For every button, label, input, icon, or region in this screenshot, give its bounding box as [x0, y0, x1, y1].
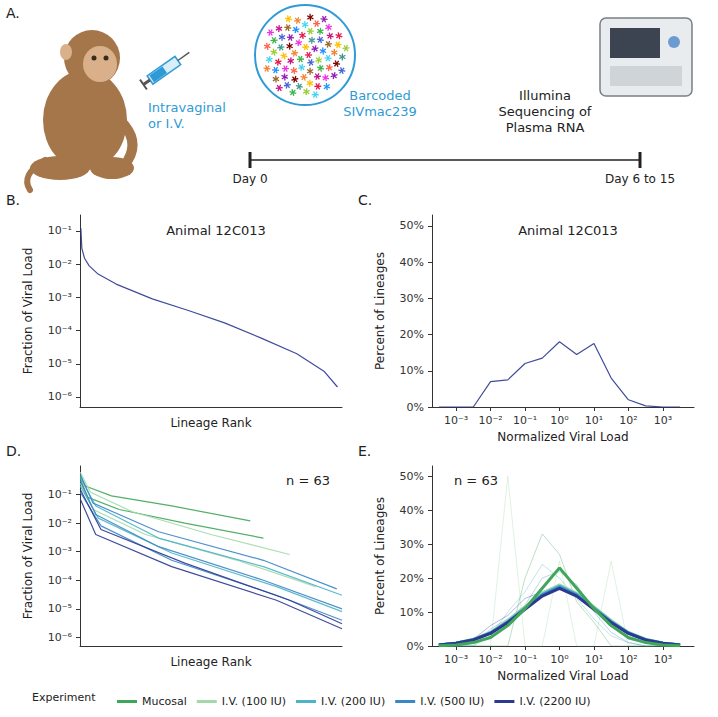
- svg-text:Plasma RNA: Plasma RNA: [506, 120, 585, 135]
- svg-text:Fraction of Viral Load: Fraction of Viral Load: [21, 248, 35, 375]
- svg-text:20%: 20%: [400, 328, 424, 341]
- svg-text:Percent of Lineages: Percent of Lineages: [373, 497, 387, 615]
- svg-text:B.: B.: [6, 192, 20, 208]
- svg-text:30%: 30%: [400, 538, 424, 551]
- svg-text:10³: 10³: [654, 414, 672, 427]
- svg-text:10⁻⁴: 10⁻⁴: [48, 574, 73, 587]
- svg-text:Intravaginal: Intravaginal: [148, 100, 226, 115]
- svg-text:I.V. (200 IU): I.V. (200 IU): [321, 695, 385, 708]
- svg-text:Sequencing of: Sequencing of: [499, 104, 592, 119]
- svg-text:Day 6 to 15: Day 6 to 15: [605, 172, 675, 186]
- svg-text:Barcoded: Barcoded: [349, 88, 411, 103]
- svg-text:50%: 50%: [400, 470, 424, 483]
- svg-text:50%: 50%: [400, 219, 424, 232]
- svg-text:Illumina: Illumina: [519, 88, 571, 103]
- svg-text:10⁻³: 10⁻³: [444, 653, 468, 666]
- svg-text:10⁻²: 10⁻²: [478, 653, 502, 666]
- svg-text:10⁻⁵: 10⁻⁵: [48, 602, 72, 615]
- svg-text:n = 63: n = 63: [286, 473, 330, 488]
- svg-text:10⁻²: 10⁻²: [478, 414, 502, 427]
- svg-text:10⁻¹: 10⁻¹: [48, 488, 72, 501]
- svg-text:or I.V.: or I.V.: [148, 116, 185, 131]
- svg-text:10⁻⁶: 10⁻⁶: [48, 390, 73, 403]
- svg-text:Lineage Rank: Lineage Rank: [170, 655, 251, 669]
- svg-text:Normalized Viral Load: Normalized Viral Load: [497, 669, 628, 683]
- svg-text:Mucosal: Mucosal: [142, 695, 187, 708]
- svg-text:Day 0: Day 0: [232, 172, 267, 186]
- svg-text:10⁻¹: 10⁻¹: [513, 653, 537, 666]
- svg-text:10⁻¹: 10⁻¹: [513, 414, 537, 427]
- svg-text:I.V. (500 IU): I.V. (500 IU): [420, 695, 484, 708]
- svg-text:10⁰: 10⁰: [550, 414, 569, 427]
- svg-text:0%: 0%: [407, 401, 424, 414]
- svg-text:Normalized Viral Load: Normalized Viral Load: [497, 430, 628, 444]
- svg-text:Animal 12C013: Animal 12C013: [518, 223, 618, 238]
- svg-text:10⁻⁴: 10⁻⁴: [48, 324, 73, 337]
- svg-text:10⁻⁶: 10⁻⁶: [48, 631, 73, 644]
- svg-text:10%: 10%: [400, 364, 424, 377]
- svg-text:40%: 40%: [400, 256, 424, 269]
- svg-text:A.: A.: [6, 5, 20, 21]
- svg-text:Fraction of Viral Load: Fraction of Viral Load: [21, 493, 35, 620]
- svg-text:10⁻⁵: 10⁻⁵: [48, 357, 72, 370]
- svg-text:SIVmac239: SIVmac239: [343, 104, 417, 119]
- svg-text:10⁰: 10⁰: [550, 653, 569, 666]
- svg-text:10⁻¹: 10⁻¹: [48, 224, 72, 237]
- svg-text:30%: 30%: [400, 292, 424, 305]
- svg-text:10⁻³: 10⁻³: [444, 414, 468, 427]
- svg-text:10³: 10³: [654, 653, 672, 666]
- svg-text:20%: 20%: [400, 572, 424, 585]
- svg-text:Lineage Rank: Lineage Rank: [170, 416, 251, 430]
- svg-text:10⁻²: 10⁻²: [48, 517, 72, 530]
- svg-text:I.V. (100 IU): I.V. (100 IU): [222, 695, 286, 708]
- svg-text:D.: D.: [6, 443, 21, 459]
- svg-text:10¹: 10¹: [585, 414, 603, 427]
- svg-text:Animal 12C013: Animal 12C013: [166, 223, 266, 238]
- svg-text:Percent of Lineages: Percent of Lineages: [373, 252, 387, 370]
- svg-text:10¹: 10¹: [585, 653, 603, 666]
- svg-text:0%: 0%: [407, 640, 424, 653]
- svg-text:Experiment: Experiment: [32, 691, 96, 704]
- svg-text:C.: C.: [358, 192, 372, 208]
- svg-text:10⁻³: 10⁻³: [48, 545, 72, 558]
- svg-text:I.V. (2200 IU): I.V. (2200 IU): [519, 695, 590, 708]
- svg-text:n = 63: n = 63: [454, 473, 498, 488]
- svg-text:10%: 10%: [400, 606, 424, 619]
- svg-text:10⁻³: 10⁻³: [48, 291, 72, 304]
- svg-text:10²: 10²: [619, 653, 637, 666]
- svg-text:10⁻²: 10⁻²: [48, 258, 72, 271]
- svg-text:10²: 10²: [619, 414, 637, 427]
- svg-text:40%: 40%: [400, 504, 424, 517]
- svg-text:E.: E.: [358, 443, 371, 459]
